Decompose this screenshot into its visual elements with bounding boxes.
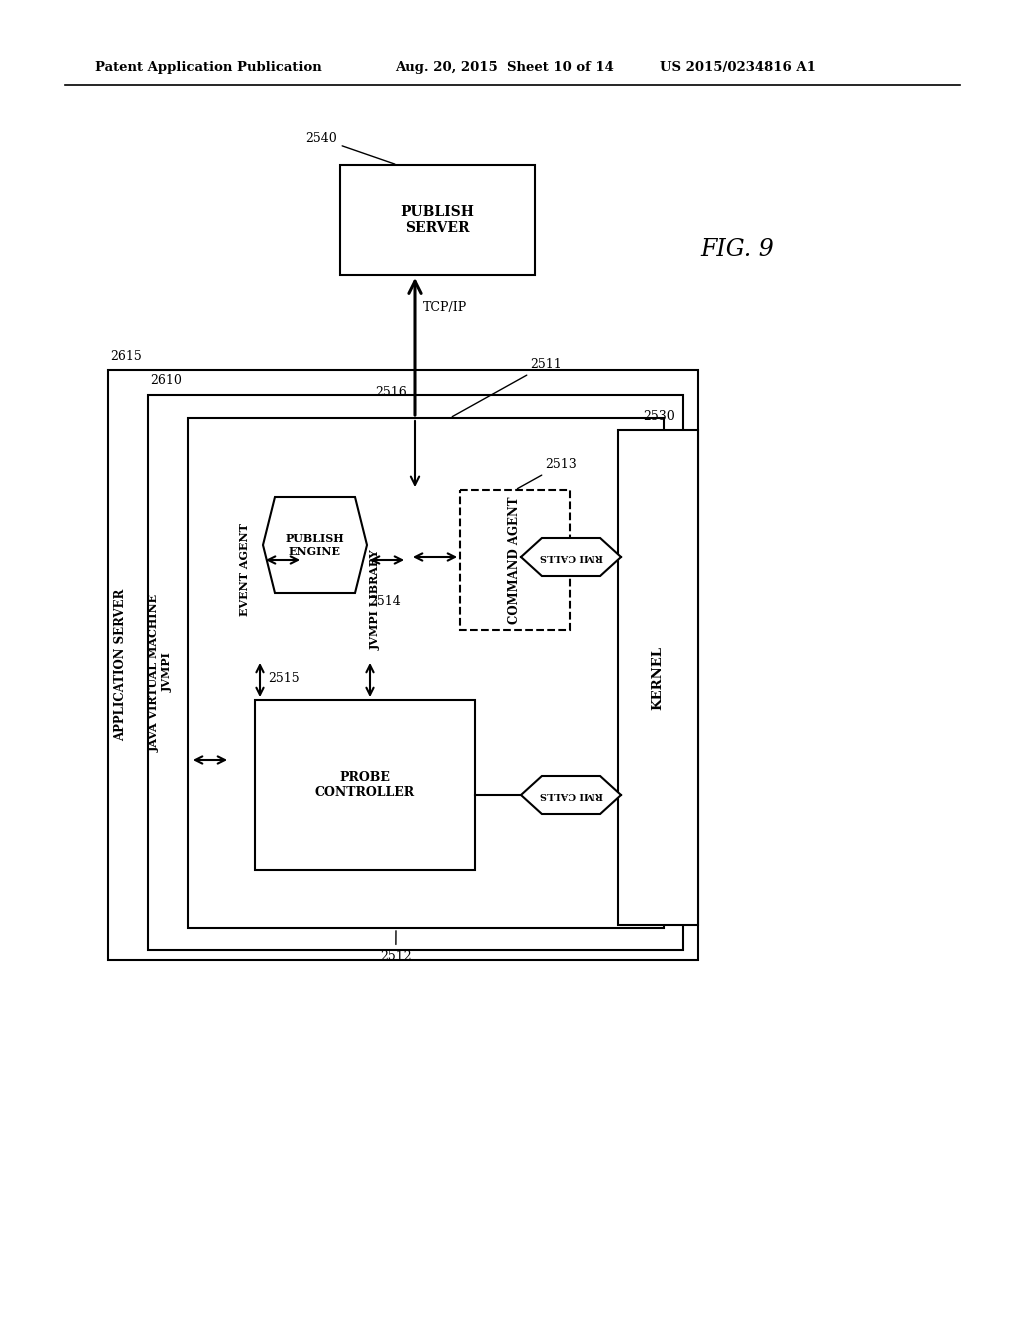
Text: PUBLISH
SERVER: PUBLISH SERVER [400, 205, 474, 235]
Bar [148, 395, 683, 950]
Text: APPLICATION SERVER: APPLICATION SERVER [115, 589, 128, 742]
Bar [188, 418, 664, 928]
Text: Aug. 20, 2015  Sheet 10 of 14: Aug. 20, 2015 Sheet 10 of 14 [395, 62, 613, 74]
Text: FIG. 9: FIG. 9 [700, 239, 774, 261]
Bar [340, 165, 535, 275]
Text: 2516: 2516 [375, 387, 407, 400]
Text: 2511: 2511 [453, 358, 562, 417]
Bar [460, 490, 570, 630]
Text: 2540: 2540 [305, 132, 395, 164]
Text: PROBE
CONTROLLER: PROBE CONTROLLER [315, 771, 415, 799]
Polygon shape [263, 498, 367, 593]
Text: 2512: 2512 [380, 931, 412, 964]
Text: TCP/IP: TCP/IP [423, 301, 467, 314]
Text: Patent Application Publication: Patent Application Publication [95, 62, 322, 74]
Text: 2514: 2514 [369, 595, 400, 609]
Polygon shape [521, 776, 621, 814]
Text: 2513: 2513 [517, 458, 577, 488]
Bar [108, 370, 698, 960]
Text: 2610: 2610 [150, 375, 182, 388]
Text: RMI CALLS: RMI CALLS [540, 791, 602, 800]
Text: EVENT AGENT: EVENT AGENT [240, 524, 251, 616]
Polygon shape [521, 539, 621, 576]
Bar [618, 430, 698, 925]
Text: US 2015/0234816 A1: US 2015/0234816 A1 [660, 62, 816, 74]
Text: KERNEL: KERNEL [651, 645, 665, 710]
Text: RMI CALLS: RMI CALLS [540, 553, 602, 561]
Text: JVMPI LIBRARY: JVMPI LIBRARY [370, 549, 381, 651]
Text: COMMAND AGENT: COMMAND AGENT [509, 496, 521, 624]
Text: 2530: 2530 [643, 409, 675, 422]
Bar [255, 700, 475, 870]
Text: 2515: 2515 [268, 672, 300, 685]
Text: PUBLISH
ENGINE: PUBLISH ENGINE [286, 533, 344, 557]
Text: JAVA VIRTUAL MACHINE
JVMPI: JAVA VIRTUAL MACHINE JVMPI [150, 594, 173, 751]
Text: 2615: 2615 [110, 350, 141, 363]
